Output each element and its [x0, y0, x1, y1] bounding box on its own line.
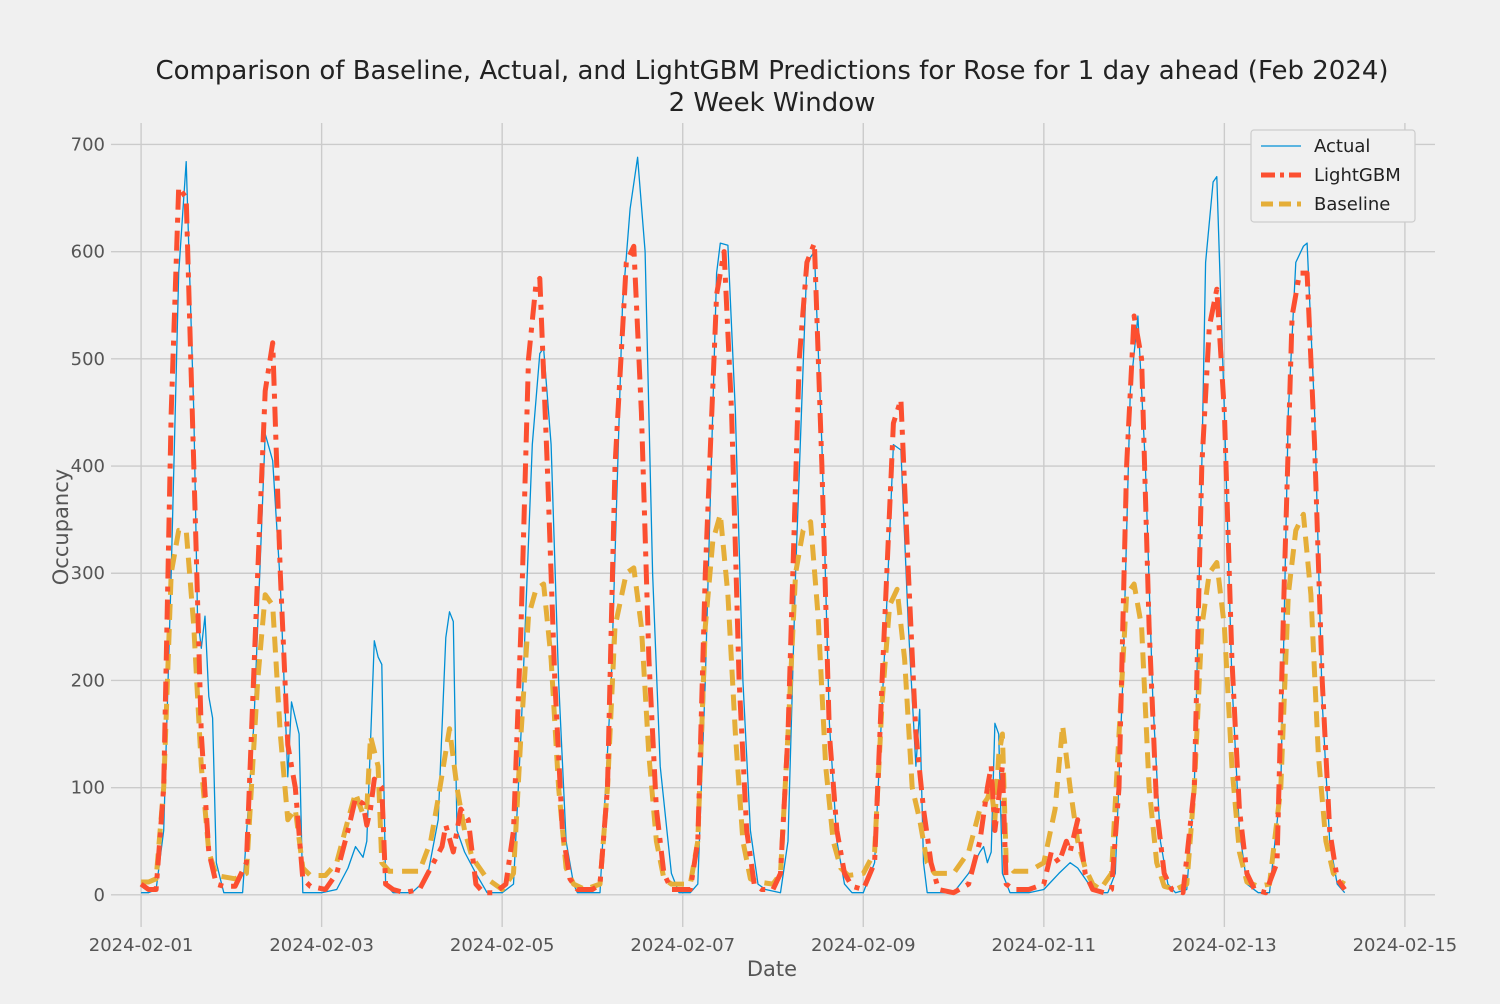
series-line-actual	[141, 156, 1346, 894]
x-tick-label: 2024-02-11	[992, 935, 1097, 956]
y-tick-label: 100	[71, 778, 105, 799]
y-tick-label: 300	[71, 563, 105, 584]
legend-label-lightgbm: LightGBM	[1314, 165, 1401, 186]
x-tick-label: 2024-02-15	[1353, 935, 1458, 956]
tick-labels: 0 100 200 300 400 500 600 700 2024-02-01 2024-02-…	[71, 134, 1458, 956]
legend-box	[1250, 129, 1416, 223]
x-tick-label: 2024-02-09	[811, 935, 916, 956]
y-tick-label: 700	[71, 134, 105, 155]
y-tick-label: 400	[71, 456, 105, 477]
series-layer	[139, 156, 1347, 896]
series-line-lightgbm	[139, 184, 1347, 896]
x-tick-label: 2024-02-13	[1172, 935, 1277, 956]
x-tick-label: 2024-02-03	[269, 935, 374, 956]
grid	[111, 123, 1435, 927]
y-tick-label: 500	[71, 349, 105, 370]
y-tick-label: 600	[71, 242, 105, 263]
x-tick-label: 2024-02-01	[89, 935, 194, 956]
chart-subtitle: 2 Week Window	[669, 88, 876, 118]
x-tick-label: 2024-02-07	[630, 935, 735, 956]
y-axis-label: Occupancy	[49, 469, 73, 585]
x-tick-label: 2024-02-05	[450, 935, 555, 956]
x-axis-label: Date	[747, 957, 797, 981]
legend-label-actual: Actual	[1314, 136, 1370, 157]
legend: Actual LightGBM Baseline	[1250, 129, 1416, 223]
y-tick-label: 0	[94, 885, 105, 906]
legend-label-baseline: Baseline	[1314, 194, 1390, 215]
y-tick-label: 200	[71, 670, 105, 691]
chart-title: Comparison of Baseline, Actual, and Ligh…	[155, 56, 1388, 86]
